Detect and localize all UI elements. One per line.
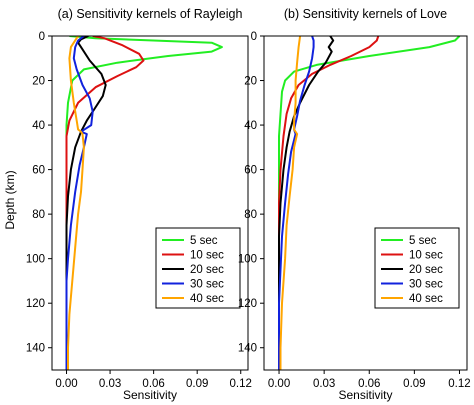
y-tick-label: 120 [26,298,45,310]
y-tick-label: 140 [26,343,45,355]
legend-label: 10 sec [190,250,224,262]
series-line-20-sec [278,36,335,370]
series-line-40-sec [279,36,302,370]
y-tick-label: 60 [244,165,257,177]
legend: 5 sec 10 sec 20 sec 30 sec 40 sec [155,227,241,309]
x-tick-label: 0.03 [99,378,121,390]
series-line-10-sec [65,36,145,370]
x-tick-label: 0.06 [142,378,164,390]
legend-label: 5 sec [190,235,218,247]
panel-title: (b) Sensitivity kernels of Love [284,7,447,21]
y-tick-label: 0 [39,31,45,43]
x-tick-label: 0.06 [358,378,380,390]
legend-box [155,227,241,309]
x-tick-label: 0.03 [313,378,335,390]
x-tick-label: 0.12 [448,378,470,390]
y-tick-label: 40 [244,120,257,132]
y-tick-label: 120 [238,298,257,310]
series-line-10-sec [278,36,380,370]
y-tick-label: 100 [238,254,257,266]
series-line-5-sec [278,36,461,370]
legend: 5 sec 10 sec 20 sec 30 sec 40 sec [374,227,460,309]
legend-label: 40 sec [190,293,224,305]
y-tick-label: 0 [251,31,257,43]
panel-title: (a) Sensitivity kernels of Rayleigh [58,7,243,21]
x-axis-label: Sensitivity [123,388,177,402]
legend-label: 20 sec [409,264,443,276]
x-tick-label: 0.09 [403,378,425,390]
x-tick-label: 0.09 [186,378,208,390]
y-tick-label: 60 [32,165,45,177]
y-axis-label: Depth (km) [3,170,17,229]
x-tick-label: 0.00 [55,378,77,390]
y-tick-label: 80 [244,209,257,221]
series-line-5-sec [65,36,223,370]
y-tick-label: 20 [244,76,257,88]
y-tick-label: 140 [238,343,257,355]
series-line-20-sec [65,36,107,370]
x-tick-label: 0.12 [230,378,252,390]
series-group [278,36,461,370]
legend-label: 5 sec [409,235,437,247]
y-tick-label: 20 [32,76,45,88]
y-tick-label: 100 [26,254,45,266]
legend-label: 40 sec [409,293,443,305]
legend-label: 30 sec [190,279,224,291]
panel-love: (b) Sensitivity kernels of Love 0.00 0.03 0… [238,7,471,402]
series-line-40-sec [67,36,85,370]
legend-label: 20 sec [190,264,224,276]
y-tick-label: 80 [32,209,45,221]
x-axis-label: Sensitivity [338,388,392,402]
plot-frame [51,35,249,371]
plot-frame [263,35,468,371]
panel-rayleigh: (a) Sensitivity kernels of Rayleigh 0.00 0… [26,7,252,402]
series-line-30-sec [65,36,94,370]
legend-label: 30 sec [409,279,443,291]
legend-label: 10 sec [409,250,443,262]
x-tick-label: 0.00 [268,378,290,390]
series-group [65,36,223,370]
y-tick-label: 40 [32,120,45,132]
